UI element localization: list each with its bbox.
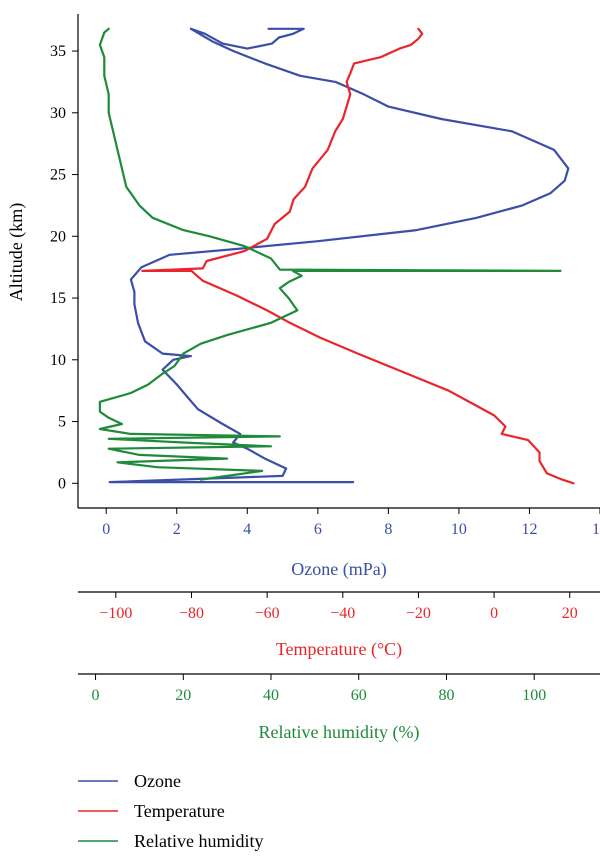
rh-tick-label: 80	[438, 687, 454, 704]
temperature-tick-label: −40	[330, 605, 355, 622]
x-axes: 0 2 4 6 8 10 12 14 −100 −80 −60 −40 −20 0 20 0 20 40 60 80 1…	[78, 507, 600, 704]
y-tick-label: 35	[50, 43, 66, 60]
y-axis-title: Altitude (km)	[6, 203, 27, 301]
temperature-tick-label: −100	[99, 605, 132, 622]
ozone-tick-label: 4	[243, 521, 251, 538]
rh-tick-label: 20	[175, 687, 191, 704]
temperature-tick-label: −60	[255, 605, 280, 622]
y-tick-label: 15	[50, 290, 66, 307]
legend-label-ozone: Ozone	[134, 771, 181, 791]
temperature-tick-label: 0	[490, 605, 498, 622]
y-tick-label: 10	[50, 352, 66, 369]
series-line-relative-humidity	[98, 27, 562, 481]
temperature-tick-label: 20	[562, 605, 578, 622]
ozone-tick-label: 10	[451, 521, 467, 538]
y-tick-label: 5	[58, 414, 66, 431]
series-layer	[98, 27, 575, 485]
y-tick-label: 0	[58, 475, 66, 492]
y-axis: 0 5 10 15 20 25 30 35	[50, 43, 78, 492]
rh-tick-label: 60	[351, 687, 367, 704]
ozone-tick-label: 0	[102, 521, 110, 538]
ozone-tick-label: 6	[314, 521, 322, 538]
legend-label-humidity: Relative humidity	[134, 831, 263, 851]
temperature-axis-title: Temperature (°C)	[276, 639, 402, 660]
rh-tick-label: 100	[522, 687, 546, 704]
series-line-ozone	[108, 27, 570, 484]
ozone-tick-label: 2	[173, 521, 181, 538]
legend-label-temperature: Temperature	[134, 801, 225, 821]
temperature-tick-label: −80	[179, 605, 204, 622]
ozone-axis-title: Ozone (mPa)	[291, 559, 386, 580]
ozone-tick-label: 8	[384, 521, 392, 538]
y-tick-label: 20	[50, 228, 66, 245]
y-tick-label: 30	[50, 105, 66, 122]
ozone-tick-label: 14	[592, 521, 600, 538]
legend: Ozone Temperature Relative humidity	[78, 771, 263, 851]
series-line-temperature	[141, 27, 575, 485]
ozone-tick-label: 12	[521, 521, 537, 538]
temperature-tick-label: −20	[406, 605, 431, 622]
humidity-axis-title: Relative humidity (%)	[259, 722, 420, 743]
rh-tick-label: 40	[263, 687, 279, 704]
rh-tick-label: 0	[92, 687, 100, 704]
y-tick-label: 25	[50, 167, 66, 184]
